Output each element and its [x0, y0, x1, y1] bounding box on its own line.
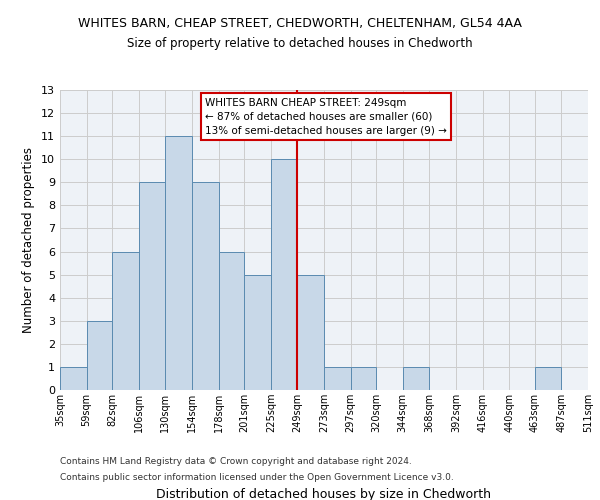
- Bar: [271, 159, 298, 390]
- Y-axis label: Number of detached properties: Number of detached properties: [22, 147, 35, 333]
- Bar: [535, 367, 562, 390]
- Bar: [86, 321, 112, 390]
- Bar: [166, 136, 192, 390]
- X-axis label: Distribution of detached houses by size in Chedworth: Distribution of detached houses by size …: [157, 488, 491, 500]
- Text: WHITES BARN, CHEAP STREET, CHEDWORTH, CHELTENHAM, GL54 4AA: WHITES BARN, CHEAP STREET, CHEDWORTH, CH…: [78, 18, 522, 30]
- Bar: [139, 182, 166, 390]
- Bar: [403, 367, 430, 390]
- Bar: [112, 252, 139, 390]
- Text: Contains HM Land Registry data © Crown copyright and database right 2024.: Contains HM Land Registry data © Crown c…: [60, 458, 412, 466]
- Text: WHITES BARN CHEAP STREET: 249sqm
← 87% of detached houses are smaller (60)
13% o: WHITES BARN CHEAP STREET: 249sqm ← 87% o…: [205, 98, 447, 136]
- Bar: [244, 274, 271, 390]
- Bar: [218, 252, 244, 390]
- Bar: [350, 367, 376, 390]
- Bar: [298, 274, 324, 390]
- Text: Contains public sector information licensed under the Open Government Licence v3: Contains public sector information licen…: [60, 472, 454, 482]
- Bar: [324, 367, 350, 390]
- Bar: [192, 182, 218, 390]
- Text: Size of property relative to detached houses in Chedworth: Size of property relative to detached ho…: [127, 38, 473, 51]
- Bar: [60, 367, 86, 390]
